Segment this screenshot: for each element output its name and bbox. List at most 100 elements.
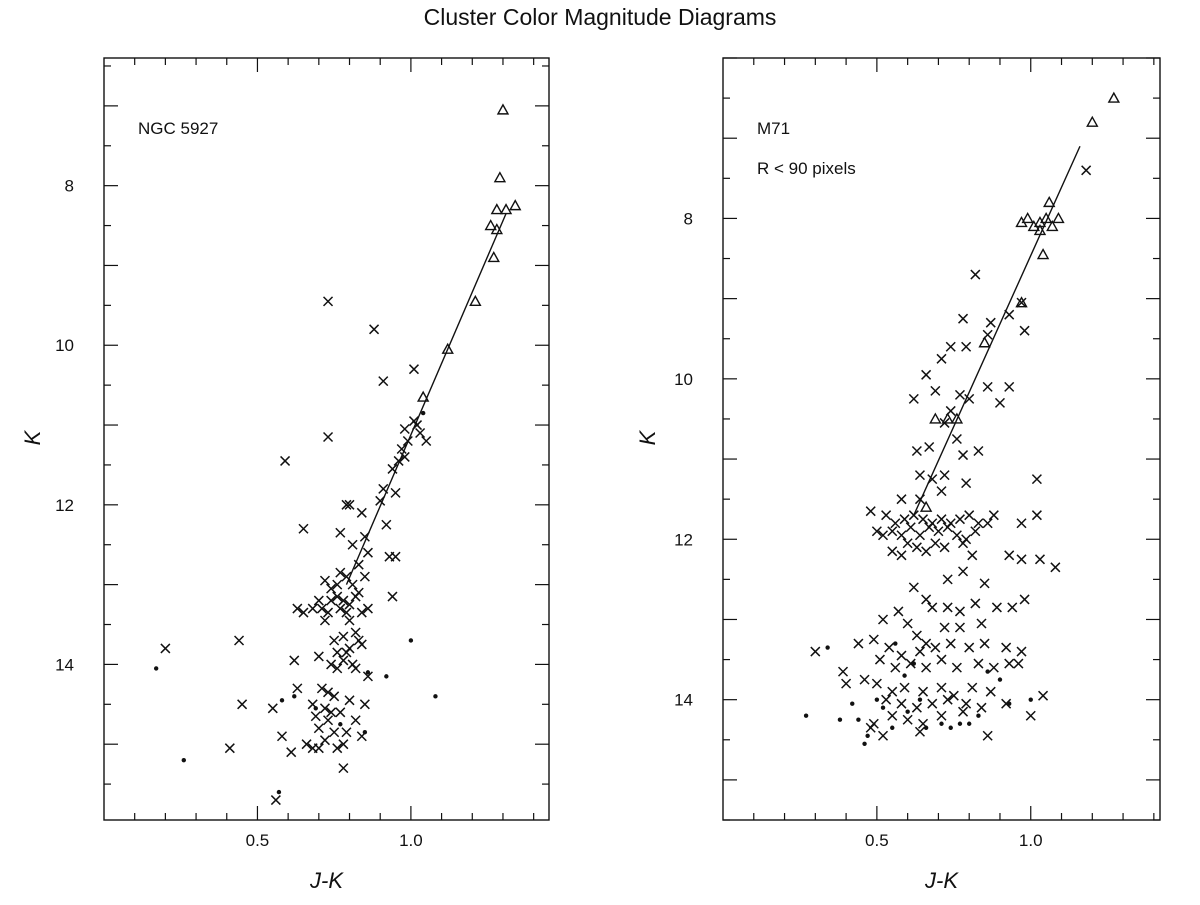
cross-point [329, 727, 340, 738]
cross-point [902, 538, 913, 549]
triangle-point [493, 171, 507, 183]
cross-point [307, 603, 318, 614]
cross-point [951, 662, 962, 673]
cross-point [871, 678, 882, 689]
cross-point [841, 678, 852, 689]
dot-point [997, 677, 1003, 682]
cross-point [332, 579, 343, 590]
cross-point [961, 341, 972, 352]
cross-point [396, 443, 407, 455]
cross-point [344, 499, 355, 510]
dot-point [976, 713, 981, 718]
cross-point [958, 538, 969, 549]
cross-point [338, 595, 349, 606]
cross-point [970, 269, 981, 280]
cross-point [988, 662, 999, 673]
cross-point [954, 514, 965, 525]
cross-point [927, 474, 938, 485]
cross-point [951, 433, 962, 445]
cross-point [914, 470, 925, 481]
dot-point [1028, 697, 1033, 702]
cross-point [1001, 642, 1012, 653]
cross-point [945, 405, 956, 416]
triangle-point [919, 500, 933, 512]
cross-point [338, 763, 349, 774]
dot-point [939, 721, 944, 726]
dot-point [923, 725, 929, 730]
cross-point [356, 639, 367, 650]
dot-point [803, 713, 809, 718]
cross-point [911, 630, 922, 641]
cross-point [958, 706, 969, 717]
cross-point [973, 518, 984, 529]
cross-point [375, 495, 386, 506]
cross-point [224, 743, 235, 754]
dot-point [837, 717, 843, 722]
fit-line [345, 213, 507, 585]
cross-point [976, 618, 987, 629]
cross-point [976, 702, 987, 713]
cross-point [332, 743, 343, 754]
cross-point [877, 614, 889, 625]
y-axis-label: K [20, 429, 45, 445]
y-tick-label: 8 [65, 177, 74, 196]
cross-point [332, 591, 343, 602]
cross-point [1034, 554, 1046, 565]
dot-point [917, 697, 923, 702]
cross-point [341, 647, 352, 658]
cross-point [319, 703, 330, 714]
triangle-point [496, 103, 510, 115]
y-tick-label: 12 [674, 530, 693, 549]
cross-point [890, 662, 901, 673]
triangle-point [441, 342, 454, 354]
dot-point [365, 670, 371, 675]
cross-point [362, 603, 373, 614]
cross-point [338, 631, 349, 642]
x-axis-label: J-K [924, 868, 959, 893]
cross-point [908, 510, 919, 521]
cross-point [326, 707, 337, 718]
cross-point [874, 654, 885, 665]
cross-point [267, 703, 278, 714]
cross-point [859, 674, 870, 685]
dot-point [276, 789, 282, 795]
cross-point [234, 635, 245, 646]
cross-point [896, 530, 907, 541]
cross-point [292, 603, 303, 614]
cross-point [1019, 594, 1030, 605]
triangle-point [484, 219, 497, 231]
cross-point [939, 622, 950, 633]
cross-point [350, 663, 361, 674]
triangle-point [1033, 224, 1047, 236]
cross-point [341, 571, 352, 582]
x-tick-label: 1.0 [1019, 831, 1043, 850]
cross-point [939, 417, 950, 428]
cross-point [868, 718, 879, 729]
cross-point [991, 602, 1002, 613]
dot-point [153, 666, 159, 671]
cross-point [1004, 309, 1015, 320]
triangle-point [1027, 220, 1041, 232]
cross-point [924, 522, 935, 533]
cross-point [1019, 325, 1030, 336]
cross-point [887, 546, 898, 557]
cross-point [967, 550, 978, 561]
cross-point [853, 638, 864, 649]
dot-point [966, 721, 972, 726]
cross-point [319, 735, 330, 746]
cross-point [967, 682, 978, 693]
cross-point [1016, 646, 1027, 657]
cross-point [276, 731, 288, 742]
cross-point [979, 578, 990, 589]
dot-point [893, 641, 898, 646]
cross-point [865, 506, 876, 517]
cross-point [402, 435, 413, 447]
cross-point [316, 603, 327, 614]
annotation-label: M71 [757, 119, 790, 138]
cross-point [899, 514, 910, 525]
cross-point [918, 514, 929, 525]
triangle-point [1039, 211, 1053, 224]
cross-point [868, 634, 879, 645]
cross-point [347, 579, 358, 590]
cross-point [936, 514, 947, 525]
